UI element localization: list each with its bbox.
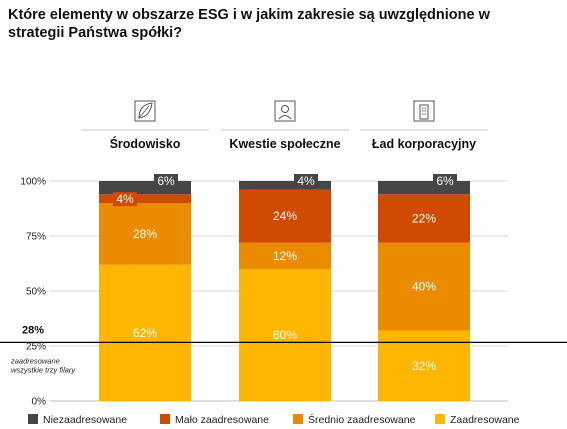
legend-swatch bbox=[160, 414, 170, 424]
data-label: 4% bbox=[116, 192, 134, 206]
bar-segment bbox=[99, 194, 191, 203]
data-label: 28% bbox=[133, 227, 157, 241]
data-label: 60% bbox=[273, 328, 297, 342]
y-tick-label: 50% bbox=[26, 287, 46, 298]
bar-segment bbox=[99, 264, 191, 401]
data-label: 62% bbox=[133, 326, 157, 340]
bar-segment bbox=[378, 242, 470, 331]
data-label: 4% bbox=[297, 174, 315, 188]
data-label: 24% bbox=[273, 209, 297, 223]
y-tick-label: 25% bbox=[26, 342, 46, 353]
legend-swatch bbox=[293, 414, 303, 424]
legend-swatch bbox=[28, 414, 38, 424]
bar-segment bbox=[239, 181, 331, 190]
category-label: Środowisko bbox=[110, 136, 181, 151]
chart-title: Które elementy w obszarze ESG i w jakim … bbox=[8, 7, 490, 41]
data-label: 6% bbox=[436, 174, 454, 188]
building-icon bbox=[413, 100, 435, 122]
data-label-box bbox=[113, 192, 137, 207]
data-label-box bbox=[154, 174, 178, 188]
category-label: Kwestie społeczne bbox=[229, 137, 340, 151]
bar-segment bbox=[239, 189, 331, 243]
y-tick-label: 0% bbox=[32, 397, 47, 408]
category-label: Ład korporacyjny bbox=[372, 137, 476, 151]
data-label: 32% bbox=[412, 359, 436, 373]
data-label: 40% bbox=[412, 280, 436, 294]
data-label: 22% bbox=[412, 211, 436, 225]
reference-line-value: 28% bbox=[22, 324, 44, 336]
legend-label: Mało zaadresowane bbox=[175, 414, 269, 426]
data-label: 12% bbox=[273, 249, 297, 263]
data-label-box bbox=[433, 174, 457, 188]
legend-item: Mało zaadresowane bbox=[160, 414, 269, 426]
bar-segment bbox=[378, 194, 470, 243]
bar-segment bbox=[239, 269, 331, 401]
legend-item: Zaadresowane bbox=[435, 414, 520, 426]
reference-line-note: wszystkie trzy filary bbox=[11, 365, 76, 374]
legend-label: Średnio zaadresowane bbox=[308, 413, 416, 426]
legend-label: Niezaadresowane bbox=[43, 414, 127, 426]
legend-swatch bbox=[435, 414, 445, 424]
y-tick-label: 100% bbox=[20, 177, 46, 188]
data-label: 6% bbox=[157, 174, 175, 188]
reference-line-note: zaadresowane bbox=[10, 356, 60, 365]
legend-item: Niezaadresowane bbox=[28, 414, 127, 426]
leaf-icon bbox=[134, 100, 156, 122]
bar-segment bbox=[239, 242, 331, 269]
data-label-box bbox=[294, 174, 318, 188]
legend-label: Zaadresowane bbox=[450, 414, 520, 426]
bar-segment bbox=[99, 203, 191, 265]
person-icon bbox=[274, 100, 296, 122]
legend-item: Średnio zaadresowane bbox=[293, 413, 416, 426]
y-tick-label: 75% bbox=[26, 232, 46, 243]
